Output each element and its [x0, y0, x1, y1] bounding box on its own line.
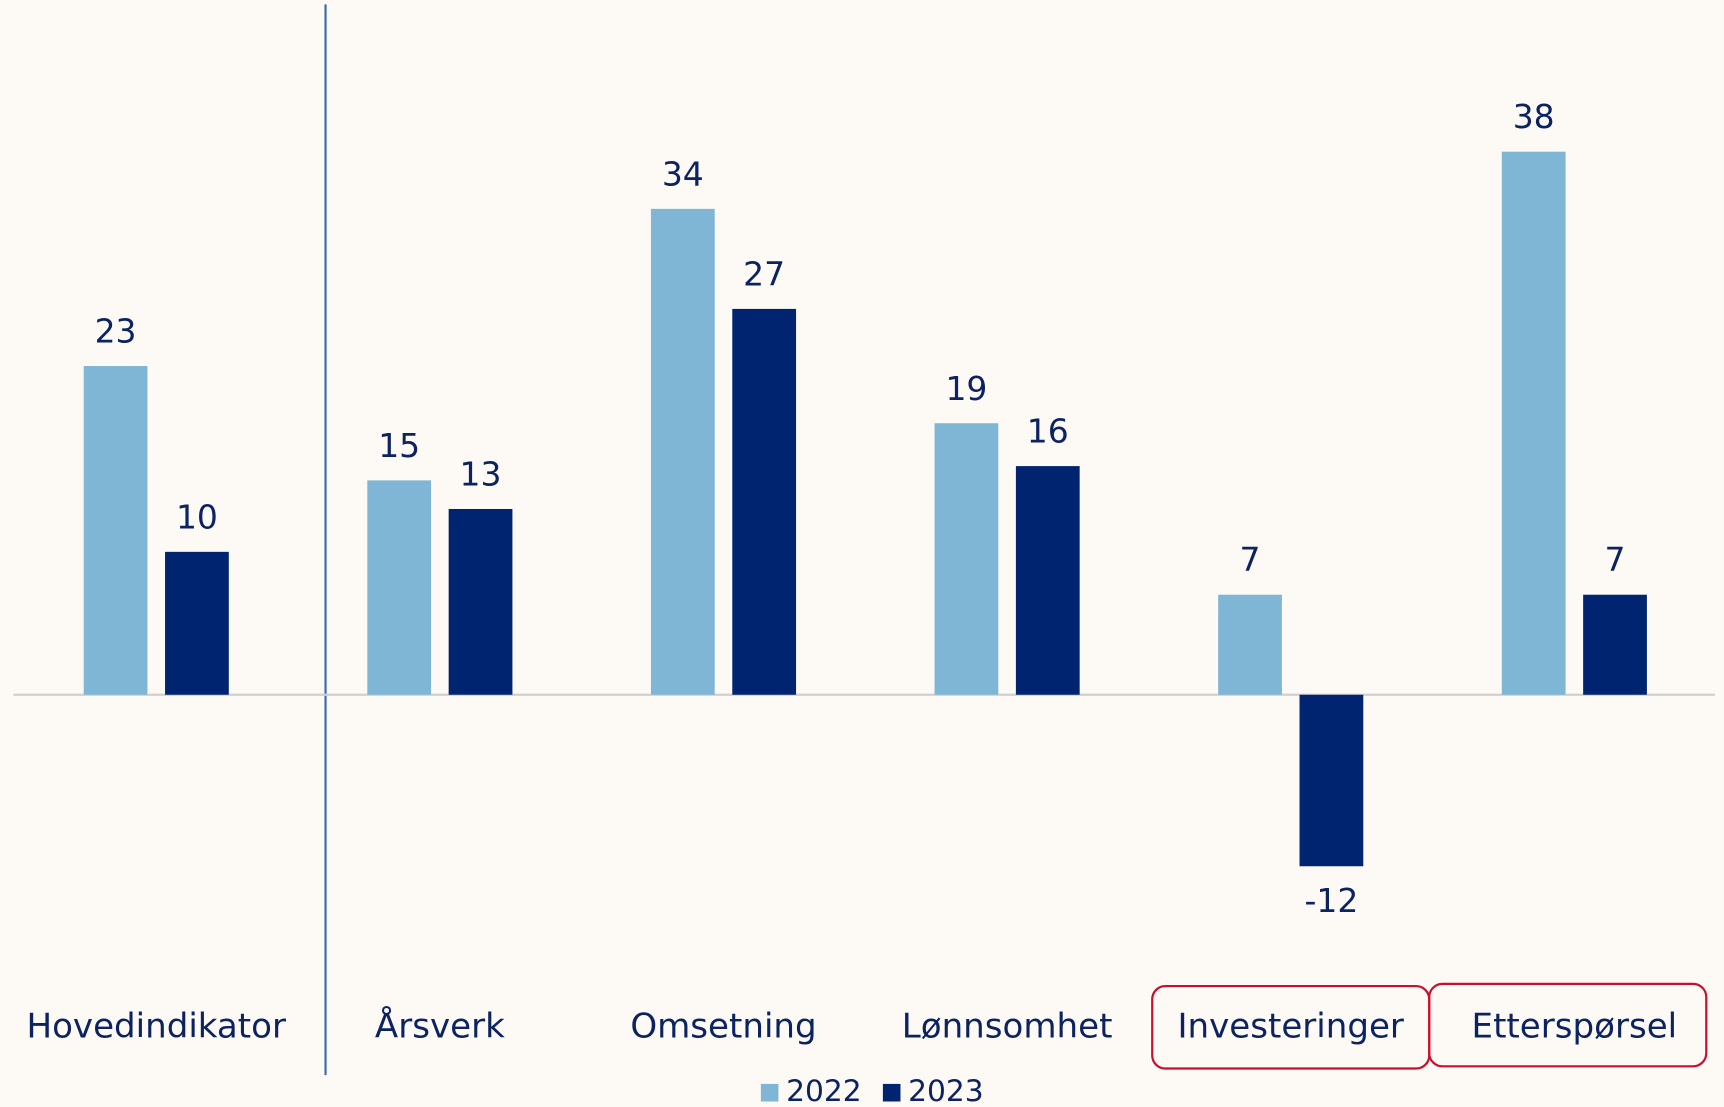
x-tick-label: Omsetning — [630, 1006, 816, 1046]
data-label: 15 — [378, 426, 420, 465]
x-tick-label: Investeringer — [1178, 1006, 1404, 1046]
data-label: 10 — [176, 497, 218, 536]
x-tick-label: Etterspørsel — [1472, 1006, 1678, 1046]
bar — [732, 308, 797, 695]
data-label: 38 — [1513, 97, 1555, 136]
legend-swatch — [760, 1083, 779, 1102]
bar — [1583, 594, 1647, 695]
bar — [1015, 466, 1080, 695]
data-label: 27 — [743, 254, 785, 293]
bar — [1299, 694, 1364, 867]
x-tick-label: Årsverk — [375, 1005, 505, 1046]
legend-label: 2022 — [786, 1073, 862, 1107]
bar — [83, 366, 148, 695]
bar — [367, 480, 432, 695]
bar — [1501, 151, 1566, 695]
data-label: 13 — [460, 454, 502, 493]
highlight-box — [1428, 982, 1708, 1068]
legend-swatch — [882, 1083, 901, 1102]
data-label: -12 — [1304, 881, 1358, 920]
bar — [448, 508, 513, 695]
data-label: 7 — [1605, 540, 1626, 579]
bar — [165, 551, 229, 695]
data-label: 7 — [1240, 540, 1261, 579]
data-label: 19 — [945, 369, 987, 408]
bar — [1218, 594, 1282, 695]
data-label: 34 — [662, 154, 704, 193]
bar — [934, 423, 999, 695]
data-label: 23 — [95, 312, 137, 351]
x-tick-label: Hovedindikator — [26, 1006, 286, 1046]
bar — [650, 208, 715, 695]
data-label: 16 — [1027, 412, 1069, 451]
x-tick-label: Lønnsomhet — [902, 1006, 1113, 1046]
legend-label: 2023 — [908, 1073, 984, 1107]
